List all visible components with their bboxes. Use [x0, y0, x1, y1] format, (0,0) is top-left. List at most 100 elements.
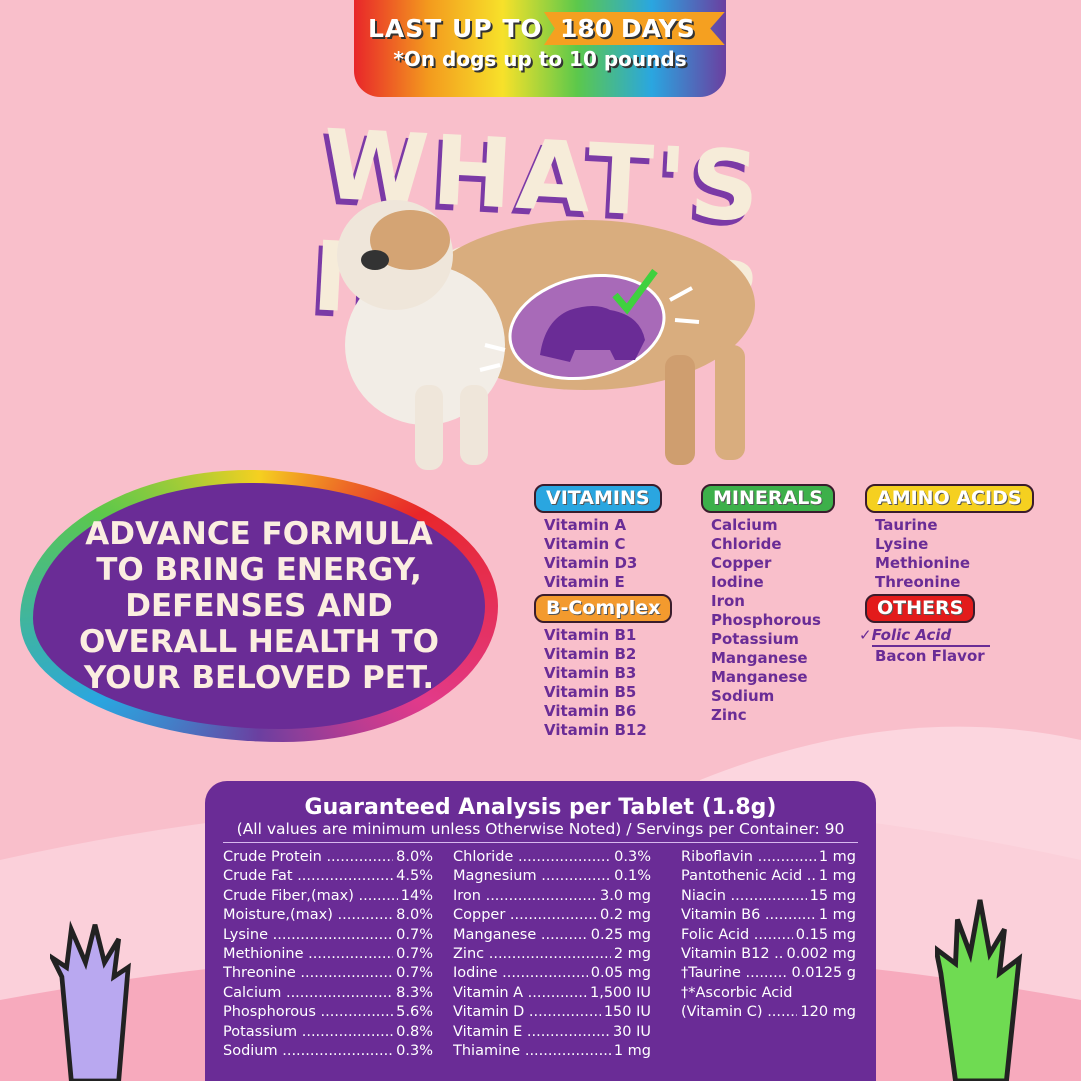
table-row: Vitamin D150 IU — [453, 1003, 651, 1022]
list-item: Vitamin C — [544, 535, 626, 553]
table-row: Potassium0.8% — [223, 1023, 433, 1042]
table-row: Chloride0.3% — [453, 848, 651, 867]
nutrient-value: 0.15 mg — [795, 926, 856, 943]
list-item: Lysine — [875, 535, 929, 553]
list-item: Vitamin B1 — [544, 626, 637, 644]
analysis-title: Guaranteed Analysis per Tablet (1.8g) — [304, 795, 777, 820]
banner-days-tag: 180 DAYS — [544, 12, 725, 45]
nutrient-value: 0.3% — [396, 1043, 433, 1060]
nutrient-value: 15 mg — [809, 887, 856, 904]
nutrient-value: 0.3% — [614, 849, 651, 865]
analysis-table: Crude Protein8.0%Crude Fat4.5%Crude Fibe… — [223, 848, 858, 1061]
banner-line2: *On dogs up to 10 pounds — [393, 47, 687, 71]
table-row: Moisture,(max)8.0% — [223, 906, 433, 925]
list-item: Bacon Flavor — [875, 647, 985, 665]
list-item: Copper — [711, 554, 772, 572]
amino-acids-list: AMINO ACIDS Taurine Lysine Methionine Th… — [859, 484, 1034, 666]
list-item: Vitamin A — [544, 516, 627, 534]
table-row: Copper0.2 mg — [453, 906, 651, 925]
list-item: Sodium — [711, 687, 775, 705]
nutrient-value: 0.7% — [396, 926, 433, 943]
nutrient-value: 5.6% — [396, 1004, 433, 1021]
table-row: Vitamin B61 mg — [681, 906, 856, 925]
nutrient-value: 8.3% — [396, 984, 433, 1001]
nutrient-value: 4.5% — [396, 868, 433, 885]
nutrient-name: Niacin — [681, 887, 807, 906]
nutrient-value: 0.8% — [396, 1023, 433, 1040]
list-item: Manganese — [711, 649, 808, 667]
nutrient-value: 14% — [400, 887, 433, 904]
table-row: Calcium8.3% — [223, 984, 433, 1003]
nutrient-value: 1 mg — [818, 849, 856, 865]
list-item: Zinc — [711, 706, 747, 724]
nutrient-name: Calcium — [223, 984, 393, 1003]
nutrient-value: 0.7% — [396, 946, 433, 963]
nutrient-name: Magnesium — [453, 867, 611, 886]
nutrient-value: 30 IU — [613, 1023, 651, 1040]
table-row: Thiamine1 mg — [453, 1042, 651, 1061]
list-item: Vitamin B6 — [544, 702, 637, 720]
table-row: Crude Fat4.5% — [223, 867, 433, 886]
analysis-subtitle: (All values are minimum unless Otherwise… — [223, 820, 858, 843]
table-row: Iodine0.05 mg — [453, 964, 651, 983]
table-row: Pantothenic Acid1 mg — [681, 867, 856, 886]
nutrient-value: 120 mg — [800, 1004, 856, 1021]
others-header: OTHERS — [865, 594, 976, 623]
nutrient-name: Chloride — [453, 848, 611, 867]
table-row: Manganese0.25 mg — [453, 926, 651, 945]
vitamins-list: VITAMINS Vitamin A Vitamin C Vitamin D3 … — [534, 484, 673, 740]
nutrient-value: 150 IU — [603, 1004, 651, 1021]
minerals-list: MINERALS Calcium Chloride Copper Iodine … — [701, 484, 835, 725]
list-item: Chloride — [711, 535, 782, 553]
nutrient-value: 0.05 mg — [590, 965, 651, 982]
table-row: Sodium0.3% — [223, 1042, 433, 1061]
table-row: Crude Fiber,(max)14% — [223, 887, 433, 906]
nutrient-name: Sodium — [223, 1042, 393, 1061]
table-row: Niacin15 mg — [681, 887, 856, 906]
nutrient-name: Folic Acid — [681, 926, 793, 945]
nutrient-value: 1 mg — [613, 1043, 651, 1060]
table-row: Vitamin E30 IU — [453, 1023, 651, 1042]
list-item: Vitamin B5 — [544, 683, 637, 701]
nutrient-name: Vitamin E — [453, 1023, 610, 1042]
cactus-left-illustration — [50, 920, 131, 1081]
nutrient-name: Crude Protein — [223, 848, 393, 867]
list-item: Iron — [711, 592, 745, 610]
table-row: Riboflavin1 mg — [681, 848, 856, 867]
analysis-column: Crude Protein8.0%Crude Fat4.5%Crude Fibe… — [223, 848, 433, 1061]
bulldog-illustration — [337, 200, 755, 470]
nutrient-name: Crude Fat — [223, 867, 393, 886]
list-item: Calcium — [711, 516, 778, 534]
nutrient-value: 0.002 mg — [786, 946, 856, 963]
nutrient-value: 0.2 mg — [600, 907, 651, 924]
table-row: Vitamin A1,500 IU — [453, 984, 651, 1003]
banner-line1: LAST UP TO — [368, 14, 543, 43]
nutrient-name: Pantothenic Acid — [681, 867, 816, 886]
nutrient-name: †*Ascorbic Acid — [681, 984, 793, 1001]
table-row: †*Ascorbic Acid — [681, 984, 856, 1003]
list-item: Methionine — [875, 554, 971, 572]
nutrient-name: Lysine — [223, 926, 393, 945]
table-row: Threonine0.7% — [223, 964, 433, 983]
guaranteed-analysis-panel: Guaranteed Analysis per Tablet (1.8g) (A… — [205, 781, 876, 1081]
table-row: Phosphorous5.6% — [223, 1003, 433, 1022]
list-item: Vitamin D3 — [544, 554, 638, 572]
nutrient-value: 1,500 IU — [589, 984, 651, 1001]
nutrient-name: Riboflavin — [681, 848, 816, 867]
table-row: Methionine0.7% — [223, 945, 433, 964]
duration-banner: LAST UP TO 180 DAYS *On dogs up to 10 po… — [354, 0, 726, 97]
nutrient-value: 0.0125 g — [791, 965, 856, 982]
nutrient-name: Vitamin A — [453, 984, 587, 1003]
nutrient-value: 8.0% — [396, 849, 433, 865]
list-item: Taurine — [875, 516, 938, 534]
check-icon: ✓ — [859, 626, 872, 644]
list-item: Threonine — [875, 573, 961, 591]
vitamins-header: VITAMINS — [534, 484, 662, 513]
nutrient-name: Vitamin B12 — [681, 945, 784, 964]
nutrient-name: (Vitamin C) — [681, 1003, 797, 1022]
table-row: (Vitamin C)120 mg — [681, 1003, 856, 1022]
nutrient-name: Threonine — [223, 964, 393, 983]
nutrient-value: 1 mg — [818, 868, 856, 885]
nutrient-value: 0.1% — [614, 868, 651, 885]
nutrient-name: Methionine — [223, 945, 393, 964]
